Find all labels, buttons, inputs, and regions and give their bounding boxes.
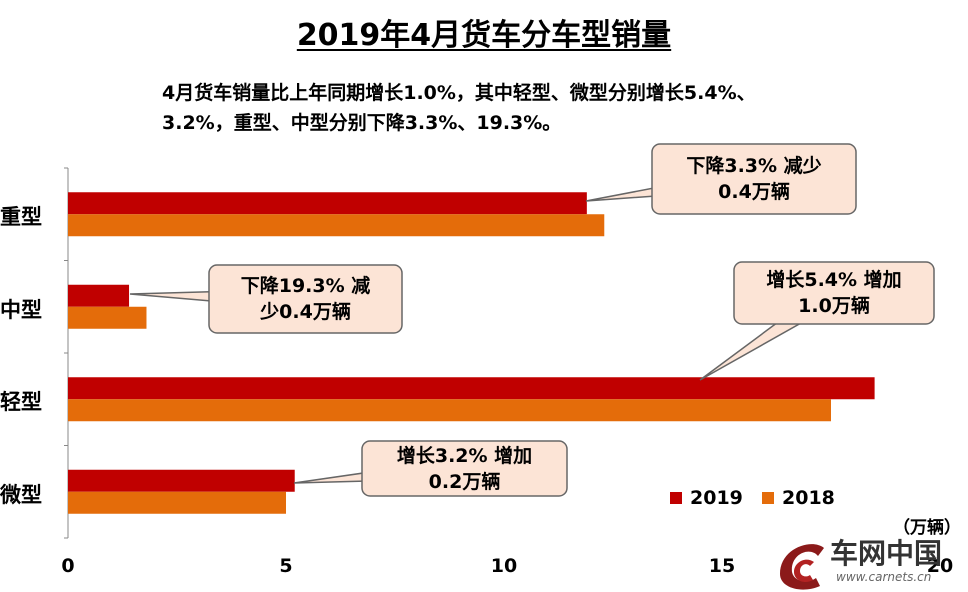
callout-fill-3 [363, 442, 566, 495]
chart-bars [68, 192, 875, 514]
legend-label-2018: 2018 [782, 487, 835, 509]
callout-shapes [129, 143, 935, 497]
category-label-1: 中型 [0, 297, 42, 322]
chart-subtitle-line-2: 3.2%，重型、中型分别下降3.3%、19.3%。 [162, 112, 562, 134]
callout-line: 少0.4万辆 [260, 301, 351, 323]
chart-subtitle-line-1: 4月货车销量比上年同期增长1.0%，其中轻型、微型分别增长5.4%、 [162, 82, 756, 104]
category-label-0: 重型 [0, 205, 42, 230]
x-tick-20: 20 [926, 555, 954, 577]
callout-line: 0.2万辆 [428, 470, 501, 493]
watermark-brand: 车网中国 [830, 537, 943, 570]
x-tick-10: 10 [490, 555, 518, 577]
callout-line: 下降19.3% 减 [240, 275, 371, 297]
x-tick-15: 15 [708, 555, 736, 577]
bar-2018-0 [68, 214, 605, 237]
legend-swatch-2018 [762, 492, 774, 504]
callout-line: 增长5.4% 增加 [766, 269, 902, 291]
carnets-logo-icon [780, 544, 824, 590]
callout-line: 1.0万辆 [798, 295, 870, 317]
bar-2018-3 [68, 491, 286, 514]
callout-line: 0.4万辆 [718, 181, 790, 203]
category-label-3: 微型 [0, 482, 42, 507]
callout-line: 下降3.3% 减少 [686, 155, 822, 177]
callout-text-2: 增长5.4% 增加 1.0万辆 [734, 267, 934, 319]
bar-2019-1 [68, 284, 130, 307]
callout-line: 增长3.2% 增加 [396, 444, 533, 467]
callout-fill-1 [210, 266, 401, 332]
bar-2018-2 [68, 399, 831, 422]
x-tick-5: 5 [279, 555, 293, 577]
chart-axes [64, 167, 69, 539]
x-tick-0: 0 [61, 555, 75, 577]
watermark-url: www.carnets.cn [836, 570, 932, 584]
bar-2019-3 [68, 469, 295, 492]
category-label-2: 轻型 [0, 390, 42, 415]
legend-swatch-2019 [670, 492, 682, 504]
callout-text-1: 下降19.3% 减少0.4万辆 [209, 273, 402, 325]
callout-text-0: 下降3.3% 减少 0.4万辆 [652, 153, 856, 205]
axis-unit-label: （万辆） [893, 518, 961, 538]
bar-2019-2 [68, 377, 875, 400]
chart-title: 2019年4月货车分车型销量 [296, 18, 672, 53]
legend-item-2019: 2019 [670, 487, 743, 509]
callout-text-3: 增长3.2% 增加 0.2万辆 [362, 443, 567, 495]
bar-2018-1 [68, 306, 147, 329]
callout-fill-0 [653, 145, 855, 213]
callout-fill-2 [735, 263, 933, 323]
legend-label-2019: 2019 [690, 487, 743, 509]
bar-2019-0 [68, 192, 587, 215]
legend-item-2018: 2018 [762, 487, 835, 509]
carnets-logo: 车网中国 www.carnets.cn [770, 530, 968, 592]
